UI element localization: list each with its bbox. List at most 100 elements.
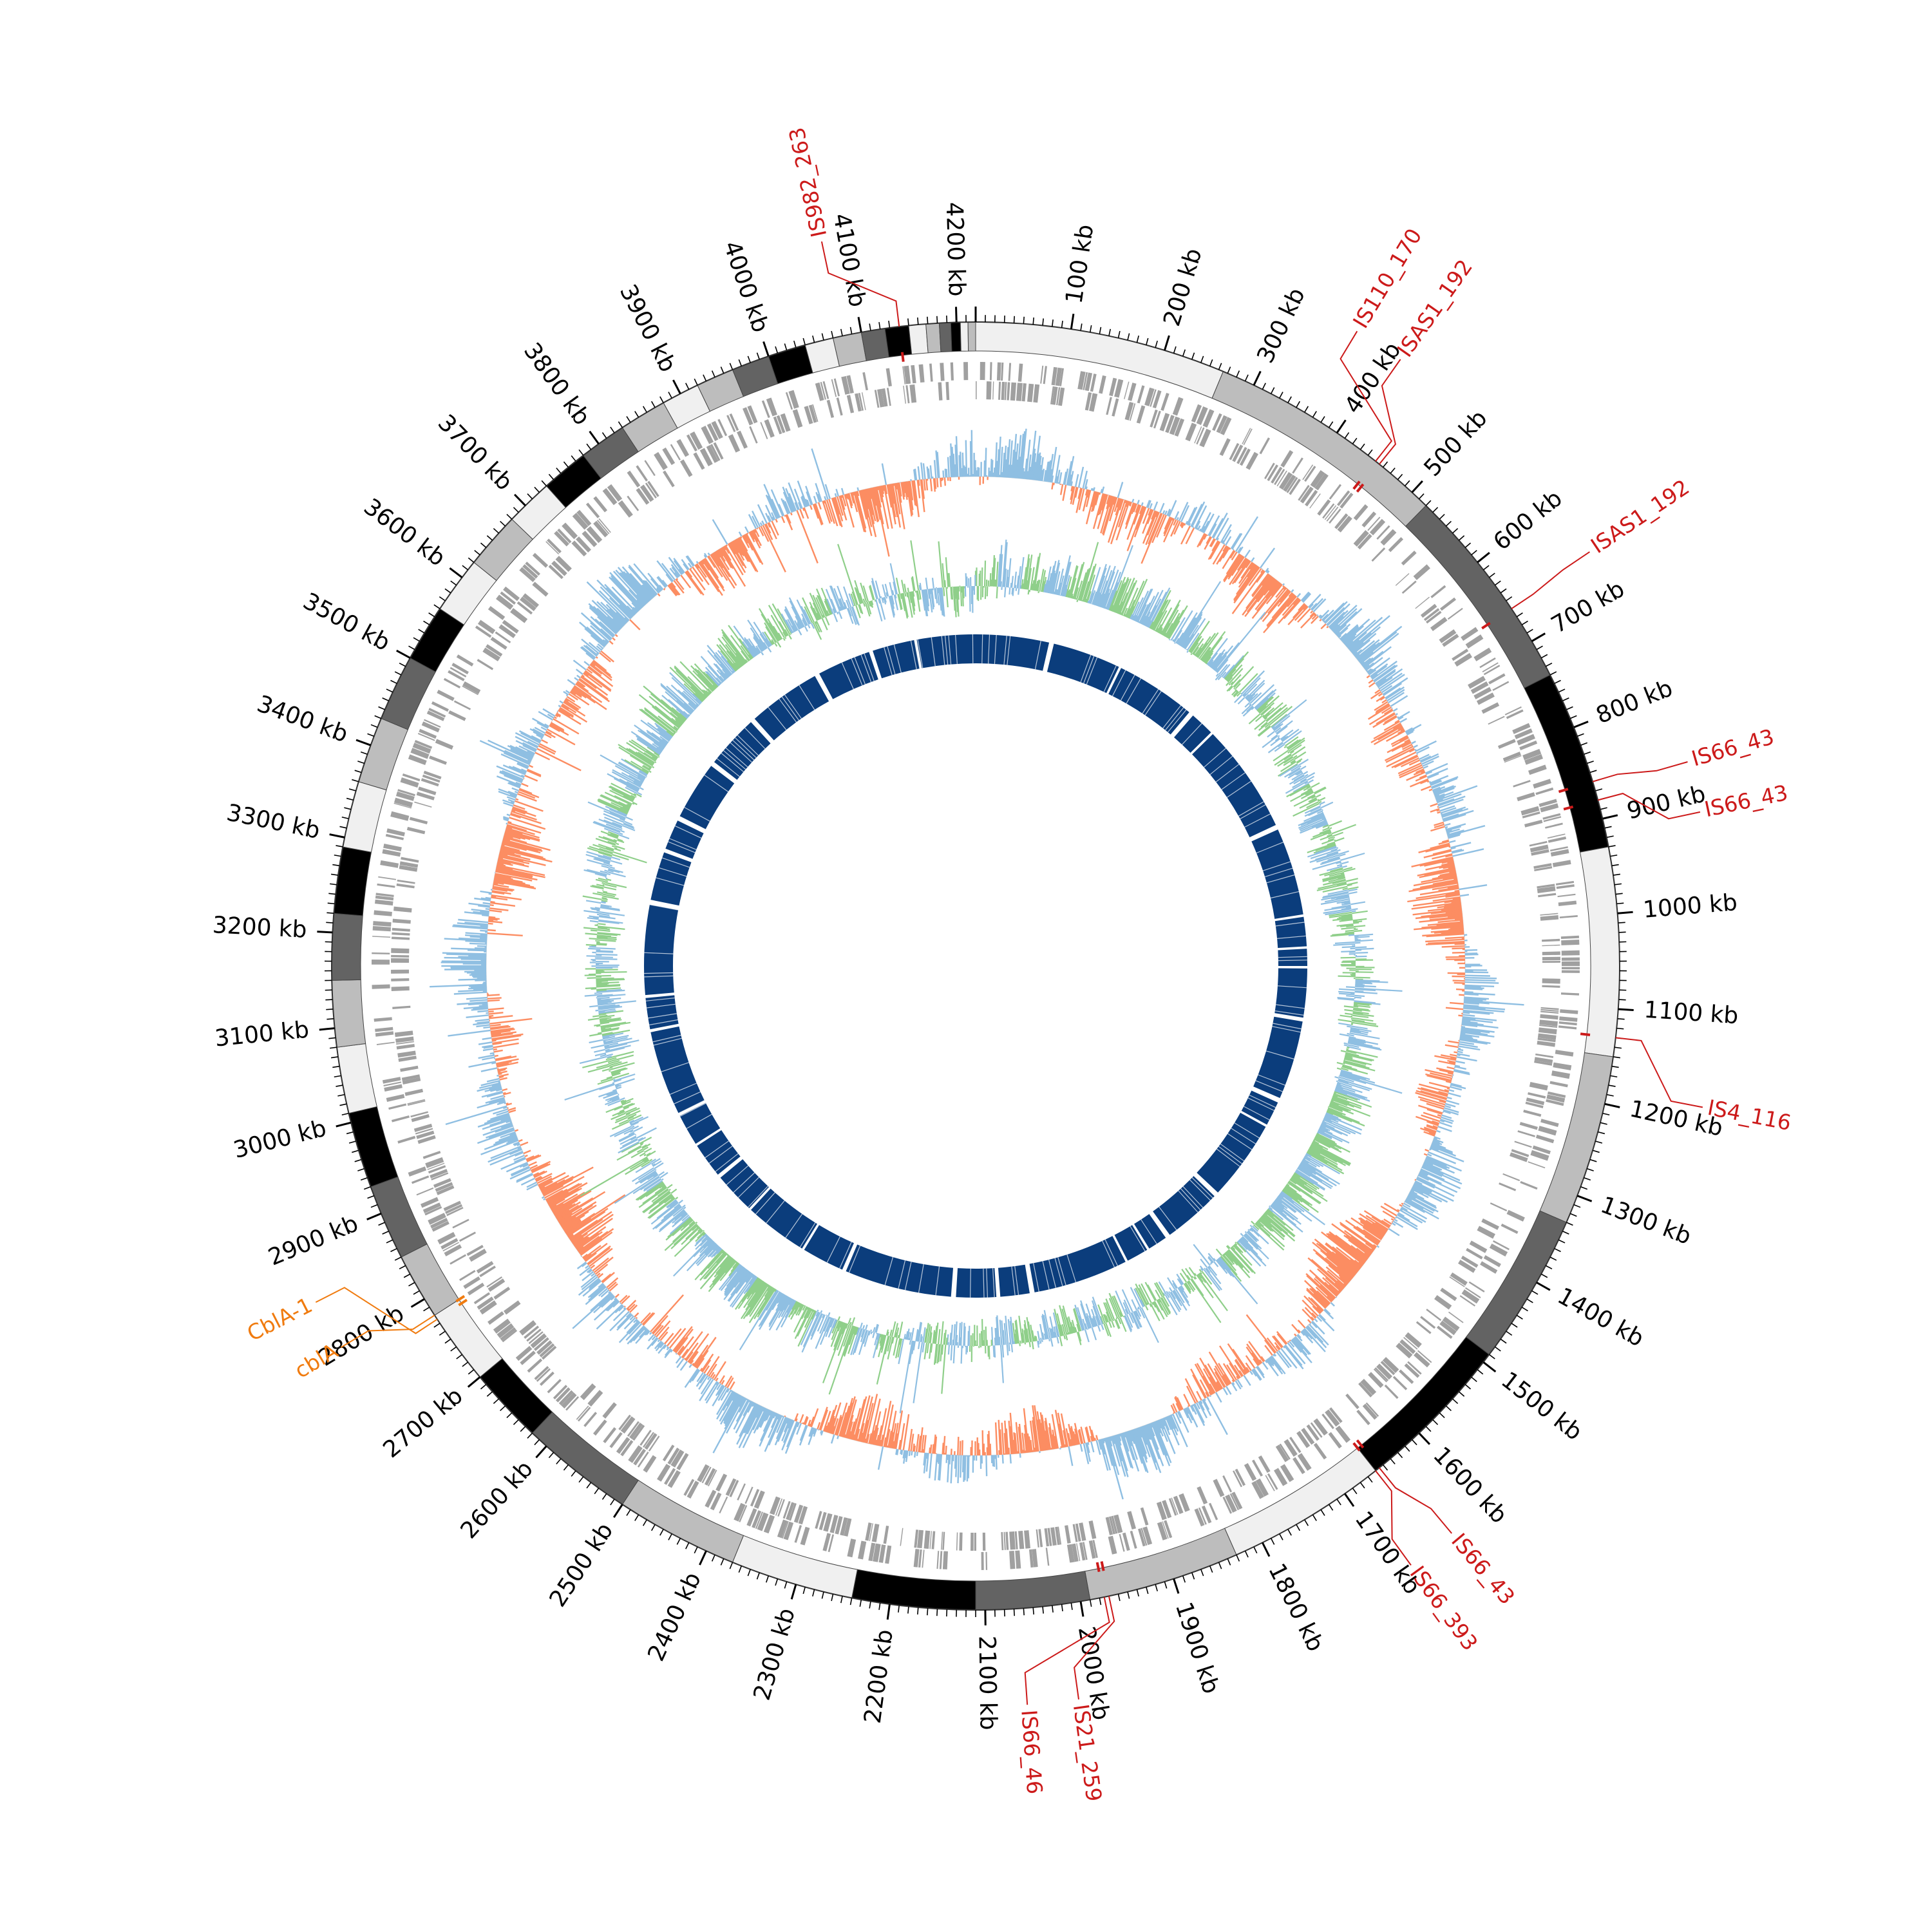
minor-tick bbox=[831, 330, 834, 339]
gc-content-bar bbox=[1078, 488, 1085, 511]
gc-content-bar bbox=[1411, 1187, 1424, 1195]
gc-skew-bar bbox=[1145, 605, 1157, 627]
gc-content-bar bbox=[477, 1084, 502, 1092]
gc-content-bar bbox=[1447, 885, 1459, 889]
minor-tick bbox=[1600, 1122, 1607, 1125]
gc-skew-bar bbox=[1226, 682, 1229, 687]
gc-content-bar bbox=[1167, 1416, 1175, 1430]
gc-content-bar bbox=[1446, 1087, 1450, 1090]
gc-skew-bar bbox=[1130, 601, 1140, 620]
gene-reverse bbox=[536, 1340, 553, 1355]
gc-content-bar bbox=[1338, 1289, 1341, 1293]
minor-tick bbox=[413, 1290, 420, 1295]
gc-content-bar bbox=[788, 482, 800, 510]
gene-forward bbox=[687, 1481, 699, 1499]
gc-content-bar bbox=[1448, 834, 1461, 839]
gene-forward bbox=[1436, 1325, 1453, 1339]
gc-content-bar bbox=[559, 1201, 597, 1226]
gene-forward bbox=[657, 1464, 671, 1482]
major-tick bbox=[857, 317, 862, 333]
gc-content-bar bbox=[581, 646, 596, 659]
gc-skew-bar bbox=[1291, 746, 1306, 757]
tick-label-2300kb: 2300 kb bbox=[749, 1605, 800, 1703]
minor-tick bbox=[601, 1493, 607, 1500]
gc-skew-bar bbox=[1188, 620, 1210, 652]
gc-skew-bar bbox=[1311, 795, 1316, 799]
gene-reverse bbox=[1368, 1372, 1384, 1388]
gc-content-bar bbox=[1019, 1453, 1021, 1458]
gc-skew-bar bbox=[1077, 572, 1087, 601]
gc-content-bar bbox=[1119, 1434, 1121, 1437]
gc-skew-bar bbox=[1343, 1059, 1366, 1067]
gc-content-bar bbox=[1245, 575, 1272, 609]
gc-skew-bar bbox=[1240, 670, 1265, 695]
minor-tick bbox=[1432, 507, 1439, 513]
gc-content-bar bbox=[1441, 907, 1462, 911]
gc-content-bar bbox=[1264, 1359, 1268, 1363]
gc-content-bar bbox=[692, 1363, 695, 1366]
gc-skew-bar bbox=[1016, 575, 1019, 589]
gc-content-bar bbox=[1187, 1405, 1189, 1407]
major-tick bbox=[699, 1550, 707, 1566]
gc-content-bar bbox=[631, 602, 640, 611]
gc-skew-bar bbox=[1056, 589, 1059, 595]
gc-content-bar bbox=[1390, 735, 1408, 745]
gc-content-bar bbox=[596, 579, 634, 618]
gc-content-bar bbox=[767, 495, 779, 519]
gene-reverse bbox=[639, 484, 654, 502]
minor-tick bbox=[907, 1606, 909, 1614]
gc-skew-bar bbox=[1345, 1050, 1357, 1054]
gc-content-bar bbox=[492, 886, 515, 891]
gc-content-bar bbox=[1407, 1195, 1439, 1213]
gc-content-bar bbox=[1255, 580, 1279, 611]
gc-content-bar bbox=[1444, 1044, 1459, 1048]
gc-content-bar bbox=[1443, 905, 1462, 909]
gene-forward bbox=[1152, 390, 1162, 409]
gc-content-bar bbox=[1302, 1299, 1319, 1317]
minor-tick bbox=[1554, 1247, 1561, 1253]
minor-tick bbox=[1136, 336, 1139, 343]
major-tick bbox=[589, 430, 600, 445]
gc-skew-bar bbox=[1338, 915, 1353, 919]
gc-content-bar bbox=[538, 710, 553, 721]
gc-content-bar bbox=[488, 739, 532, 761]
gene-reverse bbox=[1271, 466, 1283, 484]
minor-tick bbox=[327, 902, 335, 905]
gc-content-bar bbox=[1331, 605, 1358, 630]
gc-skew-bar bbox=[1121, 580, 1138, 616]
gc-content-bar bbox=[612, 1300, 620, 1308]
gc-content-bar bbox=[716, 1389, 732, 1416]
gc-content-bar bbox=[810, 1408, 819, 1428]
gc-content-bar bbox=[1137, 1427, 1143, 1438]
gc-content-bar bbox=[1464, 992, 1495, 996]
gc-skew-bar bbox=[1330, 867, 1343, 873]
gc-content-bar bbox=[1287, 1342, 1306, 1365]
gc-skew-bar bbox=[1283, 758, 1294, 766]
gc-skew-bar bbox=[1055, 589, 1057, 595]
gc-content-bar bbox=[1464, 971, 1489, 974]
gene-forward bbox=[467, 1282, 485, 1296]
gc-content-bar bbox=[1097, 1439, 1102, 1450]
gene-forward bbox=[862, 372, 869, 391]
major-tick bbox=[1477, 551, 1490, 564]
minor-tick bbox=[642, 1519, 647, 1526]
gc-skew-bar bbox=[1306, 785, 1311, 789]
gc-skew-bar bbox=[1092, 564, 1107, 605]
gc-content-bar bbox=[870, 488, 880, 522]
tick-label-100kb: 100 kb bbox=[1061, 223, 1099, 306]
gc-content-bar bbox=[1311, 598, 1323, 611]
gene-forward bbox=[1401, 551, 1417, 565]
gc-skew-bar bbox=[1084, 564, 1097, 603]
gene-reverse bbox=[1542, 961, 1560, 963]
gc-content-bar bbox=[705, 1382, 720, 1404]
gc-content-bar bbox=[506, 796, 516, 801]
gene-forward bbox=[1353, 504, 1368, 521]
gc-content-bar bbox=[497, 863, 506, 867]
gc-content-bar bbox=[1306, 1289, 1327, 1309]
gc-skew-bar bbox=[1263, 712, 1270, 719]
gc-content-bar bbox=[1425, 1159, 1455, 1174]
gc-content-bar bbox=[491, 1032, 502, 1036]
gc-skew-bar bbox=[1334, 1088, 1370, 1102]
gc-content-bar bbox=[1209, 541, 1221, 560]
gc-skew-bar bbox=[1339, 988, 1355, 991]
